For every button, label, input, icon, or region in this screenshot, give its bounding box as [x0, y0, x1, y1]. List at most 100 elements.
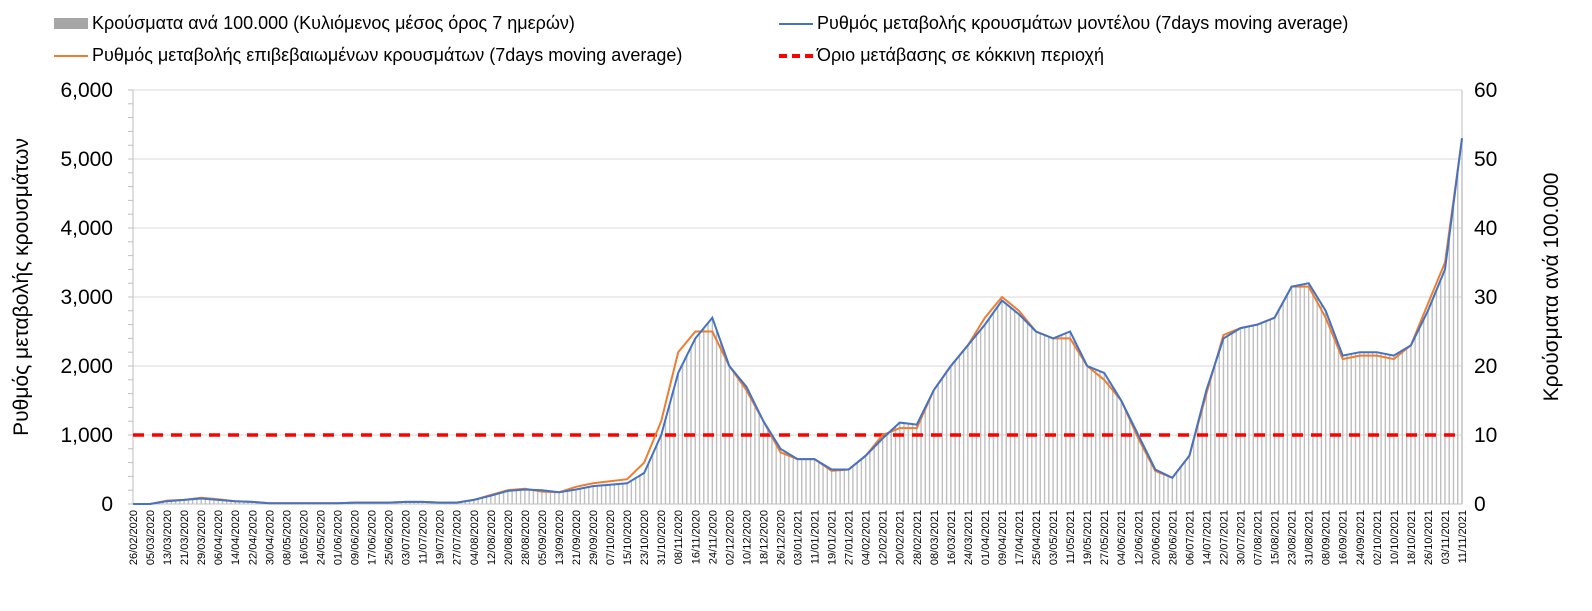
bar — [903, 423, 905, 504]
bar — [843, 469, 846, 504]
legend-label-cases: Κρούσματα ανά 100.000 (Κυλιόμενος μέσος … — [92, 13, 575, 33]
bar — [1410, 345, 1412, 504]
x-tick-label: 08/05/2020 — [281, 510, 293, 565]
x-tick-label: 29/09/2020 — [588, 510, 600, 565]
x-tick-label: 06/07/2021 — [1184, 510, 1196, 565]
bar — [669, 403, 671, 504]
bar — [1133, 426, 1135, 504]
bar — [630, 480, 633, 504]
bar — [1384, 353, 1387, 504]
bar — [920, 416, 922, 504]
bar — [162, 501, 164, 504]
x-tick-label: 24/11/2020 — [707, 510, 719, 564]
bar — [204, 498, 207, 504]
bar — [404, 501, 407, 504]
bar — [413, 501, 415, 504]
bar — [1175, 472, 1178, 504]
x-tick-label: 25/06/2020 — [384, 510, 396, 565]
bar — [583, 487, 586, 504]
x-tick-label: 05/09/2020 — [537, 510, 549, 565]
bar — [1303, 284, 1306, 504]
y-tick-label-left: 6,000 — [60, 79, 113, 102]
y-tick-label-right: 60 — [1474, 79, 1497, 102]
bar — [417, 501, 420, 504]
legend-label-model: Ρυθμός μεταβολής κρουσμάτων μοντέλου (7d… — [817, 13, 1349, 33]
bar — [1167, 475, 1169, 504]
bar — [234, 501, 236, 504]
x-tick-label: 27/01/2021 — [844, 510, 856, 565]
bar — [907, 423, 909, 504]
bar — [1422, 319, 1425, 504]
bar — [498, 493, 501, 504]
bar — [1231, 333, 1233, 504]
bar — [1401, 350, 1404, 504]
bar — [690, 347, 692, 504]
bar — [1444, 269, 1446, 504]
bar — [1376, 352, 1378, 504]
x-tick-label: 12/08/2020 — [486, 510, 498, 565]
bar — [494, 494, 496, 504]
x-tick-label: 11/01/2021 — [810, 510, 822, 564]
bar — [251, 501, 253, 504]
y-tick-label-right: 30 — [1474, 286, 1497, 309]
x-tick-label: 20/06/2021 — [1150, 510, 1162, 565]
bar — [191, 499, 194, 504]
x-tick-label: 02/12/2020 — [724, 510, 736, 565]
bar — [1001, 300, 1003, 504]
bar — [792, 456, 794, 504]
bar — [1171, 477, 1174, 504]
x-tick-label: 03/05/2021 — [1048, 510, 1060, 565]
bar — [1150, 460, 1152, 504]
x-tick-label: 04/08/2020 — [469, 510, 481, 565]
x-tick-label: 03/07/2020 — [401, 510, 413, 565]
bar — [941, 378, 944, 504]
x-tick-label: 28/08/2020 — [520, 510, 532, 565]
bar — [1124, 409, 1127, 504]
bar — [1333, 333, 1335, 504]
bar — [1273, 317, 1276, 504]
x-tick-label: 29/03/2020 — [196, 510, 208, 565]
bar — [937, 384, 939, 504]
x-tick-label: 18/10/2021 — [1406, 510, 1418, 565]
bar — [707, 322, 709, 504]
bar — [1388, 354, 1391, 504]
bar — [1329, 322, 1331, 504]
x-tick-label: 24/03/2021 — [963, 510, 975, 565]
bar — [1299, 284, 1301, 504]
bar — [1022, 318, 1024, 504]
bar — [660, 435, 662, 504]
bar — [217, 499, 219, 504]
bar — [775, 441, 777, 504]
bar — [1009, 307, 1012, 504]
bar — [975, 334, 978, 504]
bar — [1346, 354, 1348, 504]
bar — [579, 488, 581, 504]
bar — [1431, 300, 1433, 504]
bar — [208, 499, 211, 504]
x-tick-label: 26/02/2020 — [128, 510, 140, 565]
bar — [1393, 355, 1395, 504]
bar — [511, 490, 513, 504]
bar — [536, 490, 539, 504]
bar — [1205, 390, 1208, 504]
bar — [869, 451, 871, 504]
bar — [226, 500, 228, 504]
x-tick-label: 01/04/2021 — [980, 510, 992, 565]
bar — [1269, 319, 1272, 504]
bar — [1337, 344, 1340, 504]
x-tick-label: 13/09/2020 — [554, 510, 566, 565]
bar — [1278, 309, 1280, 504]
x-tick-label: 03/11/2021 — [1440, 510, 1452, 564]
y-axis-right-ticks: 0 10 20 30 40 50 60 — [1474, 79, 1497, 516]
x-tick-label: 11/07/2020 — [418, 510, 430, 564]
bar — [886, 434, 888, 504]
bar — [1069, 331, 1071, 504]
x-tick-label: 05/03/2020 — [145, 510, 157, 565]
bar — [779, 448, 782, 504]
x-tick-label: 20/08/2020 — [503, 510, 515, 565]
bar — [1163, 473, 1165, 504]
bar — [826, 466, 829, 504]
bar — [230, 500, 232, 504]
bar — [890, 430, 892, 504]
bar — [894, 426, 897, 504]
